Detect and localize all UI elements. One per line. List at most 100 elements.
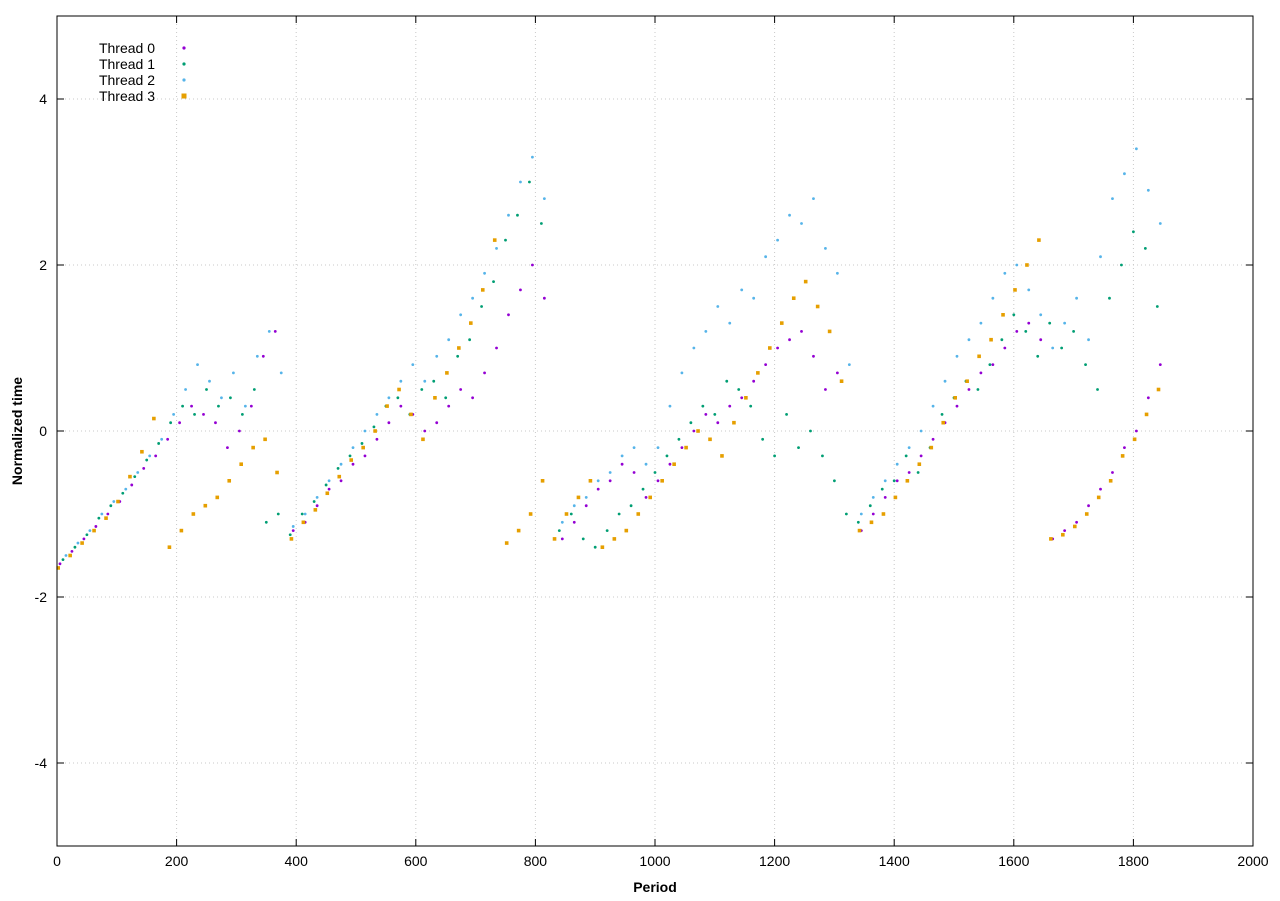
- data-point: [372, 425, 376, 429]
- data-point: [636, 512, 641, 516]
- data-point: [1027, 321, 1031, 325]
- data-point: [255, 354, 259, 358]
- data-point: [1108, 296, 1111, 300]
- data-point: [668, 462, 672, 466]
- data-point: [797, 446, 800, 449]
- data-point: [859, 512, 863, 516]
- y-tick-label: 2: [39, 257, 47, 273]
- data-point: [519, 288, 522, 292]
- data-point: [892, 479, 896, 483]
- data-point: [80, 541, 84, 545]
- data-point: [1024, 330, 1028, 333]
- data-point: [1063, 321, 1067, 325]
- data-point: [788, 213, 791, 217]
- data-point: [420, 388, 424, 391]
- data-point: [56, 566, 60, 570]
- data-point: [833, 479, 836, 483]
- data-point: [856, 520, 860, 524]
- data-point: [608, 471, 612, 474]
- data-point: [617, 512, 621, 516]
- data-point: [121, 491, 125, 495]
- data-point: [504, 541, 509, 545]
- data-point: [1158, 222, 1162, 225]
- data-point: [1134, 429, 1138, 433]
- data-point: [1039, 338, 1043, 342]
- data-point: [917, 462, 922, 466]
- data-point: [279, 371, 283, 375]
- data-point: [940, 413, 944, 416]
- data-point: [632, 446, 636, 449]
- data-point: [791, 296, 796, 300]
- data-point: [596, 479, 600, 483]
- data-point: [435, 354, 439, 358]
- data-point: [648, 495, 653, 500]
- series-thread-3: [56, 238, 1161, 570]
- data-point: [261, 354, 265, 358]
- data-point: [991, 363, 995, 366]
- x-tick-label: 1400: [879, 853, 910, 869]
- data-point: [761, 437, 765, 441]
- data-point: [396, 396, 400, 400]
- data-point: [172, 413, 176, 416]
- data-point: [572, 504, 576, 508]
- data-point: [288, 533, 292, 537]
- data-point: [1061, 532, 1065, 537]
- data-point: [941, 420, 946, 425]
- data-point: [220, 396, 223, 400]
- x-tick-label: 800: [524, 853, 548, 869]
- data-point: [868, 504, 872, 508]
- data-point: [339, 479, 343, 483]
- data-point: [764, 363, 768, 366]
- data-point: [708, 437, 712, 442]
- data-point: [351, 462, 355, 466]
- data-point: [824, 247, 827, 250]
- data-point: [166, 437, 170, 441]
- data-point: [193, 413, 196, 416]
- data-point: [644, 462, 648, 466]
- data-point: [1015, 263, 1019, 267]
- data-point: [560, 537, 564, 541]
- plot-frame: [56, 15, 1254, 847]
- data-point: [557, 529, 561, 532]
- data-point: [73, 545, 77, 549]
- data-point: [64, 554, 68, 557]
- data-point: [581, 537, 585, 541]
- data-point: [169, 421, 173, 425]
- data-point: [764, 255, 768, 259]
- series-thread-1: [61, 180, 1159, 562]
- data-point: [752, 379, 756, 383]
- data-point: [605, 529, 609, 532]
- data-point: [133, 475, 137, 479]
- data-point: [492, 238, 497, 242]
- data-point: [844, 512, 848, 516]
- data-point: [373, 429, 377, 433]
- data-point: [327, 479, 331, 483]
- data-point: [76, 541, 80, 545]
- data-point: [300, 512, 304, 516]
- data-point: [1132, 230, 1135, 234]
- data-point: [1096, 388, 1099, 391]
- data-point: [495, 247, 498, 250]
- data-point: [979, 321, 983, 325]
- data-point: [291, 525, 295, 528]
- data-point: [444, 396, 448, 400]
- data-point: [205, 388, 208, 391]
- data-point: [1120, 454, 1125, 458]
- data-point: [540, 479, 545, 483]
- data-point: [142, 466, 146, 470]
- legend-marker: [182, 62, 186, 66]
- data-point: [880, 487, 884, 491]
- data-point: [895, 479, 899, 483]
- data-point: [339, 462, 343, 466]
- data-point: [725, 379, 729, 383]
- data-point: [106, 512, 110, 516]
- data-point: [800, 330, 803, 333]
- data-point: [289, 537, 294, 541]
- data-point: [516, 213, 519, 217]
- data-point: [58, 562, 62, 566]
- data-point: [977, 354, 981, 359]
- data-point: [116, 499, 120, 504]
- data-point: [847, 363, 851, 366]
- data-point: [552, 537, 557, 541]
- data-point: [835, 271, 839, 275]
